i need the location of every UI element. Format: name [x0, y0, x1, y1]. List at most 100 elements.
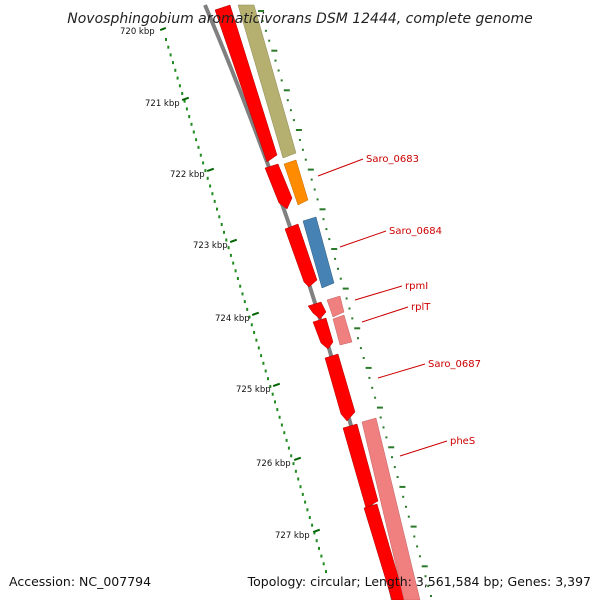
- feature-tick: [391, 456, 393, 459]
- gc-dot: [311, 523, 314, 527]
- feature-tick: [418, 555, 421, 558]
- feature-tick: [331, 248, 338, 250]
- feature-tick: [264, 29, 267, 32]
- gc-dot: [285, 438, 288, 442]
- gc-dot: [195, 138, 198, 142]
- gc-dot: [236, 277, 239, 280]
- feature-pink[interactable]: [326, 295, 345, 318]
- kbp-tick-label: 720 kbp: [120, 27, 155, 37]
- topology-text: Topology: circular; Length: 3,561,584 bp…: [247, 574, 591, 589]
- feature-tick: [410, 525, 417, 528]
- feature-tick: [357, 337, 359, 340]
- gc-dot: [271, 392, 274, 396]
- feature-tick: [322, 218, 325, 221]
- feature-tick: [348, 307, 351, 310]
- gc-dot: [241, 292, 244, 296]
- feature-tick: [351, 317, 354, 320]
- kbp-tick-mark: [229, 238, 238, 243]
- feature-tick: [271, 49, 278, 52]
- cds-block[interactable]: [324, 353, 356, 422]
- gc-dot: [269, 385, 272, 388]
- gc-dot: [325, 570, 327, 573]
- feature-tick: [388, 446, 395, 449]
- feature-tick: [261, 19, 264, 22]
- feature-tick: [376, 406, 383, 409]
- label-leaders: [317, 158, 448, 457]
- feature-tick: [354, 327, 361, 330]
- cds-block[interactable]: [214, 4, 278, 163]
- map-title: Novosphingobium aromaticivorans DSM 1244…: [67, 11, 532, 27]
- gc-dot: [246, 307, 249, 311]
- cds-block[interactable]: [342, 423, 379, 509]
- feature-tick: [427, 585, 430, 588]
- gene-label-saro-0684[interactable]: Saro_0684: [389, 226, 442, 237]
- gene-label-saro-0683[interactable]: Saro_0683: [366, 154, 419, 165]
- gc-dot: [204, 169, 207, 173]
- feature-tick: [280, 79, 283, 82]
- feature-tick: [407, 515, 410, 518]
- cds-block[interactable]: [264, 163, 293, 210]
- gene-label-saro-0687[interactable]: Saro_0687: [428, 359, 481, 370]
- kbp-tick-label: 724 kbp: [215, 314, 250, 324]
- feature-tick: [277, 69, 280, 72]
- feature-tick: [339, 277, 342, 280]
- feature-pink[interactable]: [332, 314, 353, 346]
- gc-dot: [178, 84, 181, 88]
- feature-tick: [385, 436, 388, 439]
- feature-tick: [289, 109, 292, 112]
- kbp-tick-label: 722 kbp: [170, 170, 205, 180]
- gc-dot: [255, 338, 258, 342]
- gc-dot: [220, 223, 223, 226]
- gc-dot: [169, 53, 172, 57]
- cds-block[interactable]: [363, 503, 406, 600]
- gc-dot: [202, 161, 205, 165]
- gc-dot: [232, 261, 235, 265]
- gc-dot: [301, 492, 304, 496]
- feature-tick: [365, 366, 372, 369]
- feature-tick: [268, 39, 271, 42]
- gc-dot: [308, 516, 311, 519]
- gc-dot: [299, 485, 302, 489]
- gc-dot: [306, 508, 309, 512]
- gene-label-phes[interactable]: pheS: [450, 436, 475, 447]
- feature-tick: [368, 376, 371, 379]
- gc-dot: [320, 554, 323, 558]
- feature-pink[interactable]: [361, 417, 421, 600]
- gene-label-rpmi[interactable]: rpmI: [405, 281, 428, 292]
- gc-dot: [229, 253, 232, 257]
- gc-dot: [280, 423, 283, 427]
- gc-dot: [239, 284, 242, 288]
- feature-tick: [298, 138, 301, 141]
- feature-tick: [316, 198, 319, 201]
- gene-label-rplt[interactable]: rplT: [411, 302, 431, 313]
- feature-orange[interactable]: [283, 159, 309, 206]
- feature-tick: [345, 297, 348, 300]
- feature-olive[interactable]: [237, 4, 297, 159]
- feature-tick: [424, 575, 427, 578]
- gc-dot: [276, 408, 279, 412]
- feature-tick: [295, 129, 302, 131]
- cds-block[interactable]: [307, 301, 327, 320]
- feature-tick: [379, 416, 382, 419]
- gc-dot: [262, 361, 265, 365]
- feature-tick: [413, 535, 416, 538]
- gc-dot: [213, 199, 216, 203]
- gc-dot: [253, 331, 256, 334]
- gc-content-track: [165, 38, 327, 573]
- gc-dot: [304, 500, 307, 504]
- gc-dot: [318, 546, 320, 550]
- gc-dot: [167, 45, 170, 49]
- kbp-tick-label: 725 kbp: [236, 385, 271, 395]
- cds-block[interactable]: [312, 317, 334, 350]
- feature-tick: [362, 357, 365, 359]
- gc-dot: [192, 130, 195, 134]
- feature-tick: [371, 386, 374, 389]
- cds-block[interactable]: [284, 223, 318, 288]
- gc-dot: [322, 562, 325, 566]
- feature-tick: [292, 119, 295, 122]
- gc-dot: [313, 531, 316, 535]
- feature-blue[interactable]: [302, 216, 335, 289]
- kbp-tick-mark: [312, 528, 321, 533]
- gc-dot: [211, 192, 214, 196]
